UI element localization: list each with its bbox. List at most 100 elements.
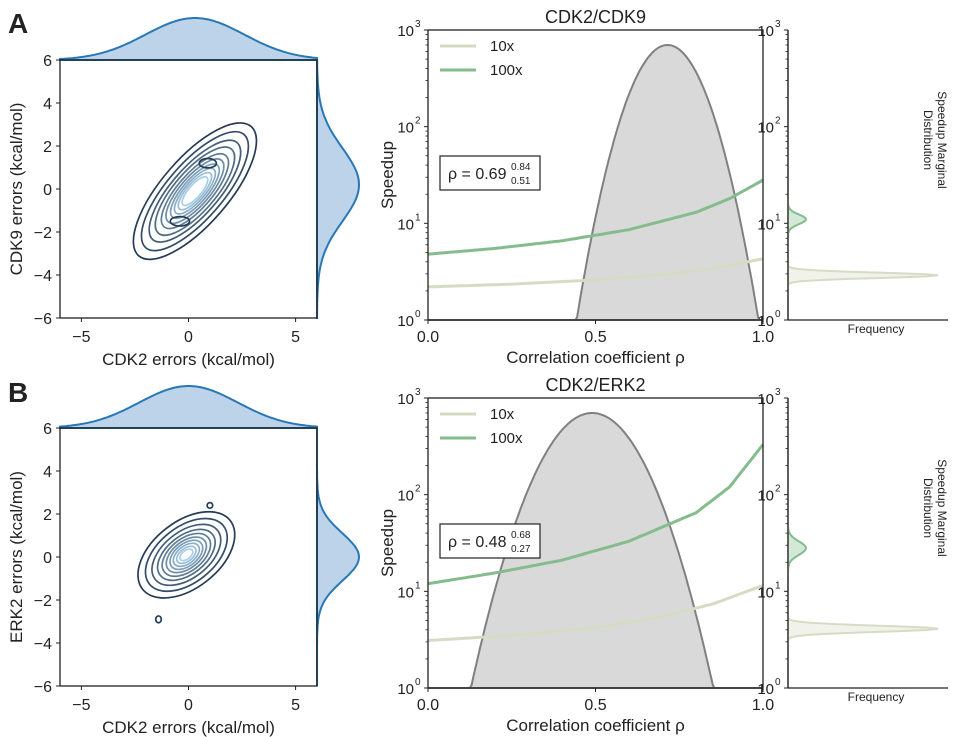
rho-upper-bound: 0.84 — [511, 162, 531, 173]
density-contour — [132, 122, 258, 261]
speedup-x-label: Correlation coefficient ρ — [506, 348, 685, 367]
y-axis-label: CDK9 errors (kcal/mol) — [7, 103, 26, 276]
y-tick-label-base: 10 — [757, 391, 774, 408]
y-tick-label-base: 10 — [757, 681, 774, 698]
x-tick-label: 5 — [291, 697, 300, 714]
marginal-x-label: Frequency — [848, 322, 905, 336]
density-contour-island — [169, 215, 191, 227]
y-tick-label: −6 — [34, 311, 52, 328]
marginal-peak-10x — [787, 398, 939, 688]
density-contour — [160, 153, 230, 230]
density-contour — [165, 158, 225, 225]
x-tick-label: 5 — [291, 329, 300, 346]
y-tick-label-exponent: 0 — [775, 677, 781, 688]
y-tick-label-exponent: 2 — [415, 484, 421, 495]
y-tick-label: 2 — [43, 507, 52, 524]
panel-A: A −5 0 5 −6 −4 −2 0 2 4 6 CDK2 errors (kcal/mol) CDK… — [7, 7, 949, 369]
y-tick-label: 6 — [43, 421, 52, 438]
y-tick-label-exponent: 1 — [775, 580, 781, 591]
density-contour — [144, 517, 229, 593]
y-tick-label-base: 10 — [397, 313, 414, 330]
y-tick-label-exponent: 1 — [415, 212, 421, 223]
rho-value: ρ = 0.69 — [448, 166, 507, 183]
density-contour — [148, 139, 242, 243]
legend-label-10x: 10x — [490, 406, 515, 423]
y-tick-label: 0 — [43, 182, 52, 199]
y-tick-label: −6 — [34, 679, 52, 696]
rho-lower-bound: 0.27 — [511, 544, 531, 555]
y-tick-label-base: 10 — [757, 488, 774, 505]
y-tick-label-exponent: 1 — [775, 212, 781, 223]
x-tick-label: −5 — [72, 697, 90, 714]
y-tick-label-base: 10 — [757, 120, 774, 137]
x-tick-label: 0.5 — [584, 329, 606, 346]
density-contour-island — [206, 501, 214, 510]
y-tick-label-base: 10 — [757, 584, 774, 601]
y-tick-label-base: 10 — [397, 23, 414, 40]
y-tick-label-exponent: 2 — [775, 116, 781, 127]
marginal-y-label-line1: Speedup Marginal — [935, 91, 949, 188]
y-tick-label-base: 10 — [397, 488, 414, 505]
y-tick-label-base: 10 — [397, 584, 414, 601]
y-tick-label: 0 — [43, 550, 52, 567]
y-tick-label-exponent: 0 — [415, 309, 421, 320]
y-tick-label: 4 — [43, 464, 52, 481]
y-tick-label-base: 10 — [757, 23, 774, 40]
y-tick-label: −4 — [34, 636, 52, 653]
x-tick-label: 0.0 — [417, 329, 439, 346]
rho-box — [439, 155, 541, 191]
rho-lower-bound: 0.51 — [511, 176, 531, 187]
density-contour — [169, 163, 221, 220]
y-tick-label-exponent: 2 — [775, 484, 781, 495]
speedup-x-label: Correlation coefficient ρ — [506, 716, 685, 735]
y-tick-label-exponent: 3 — [775, 19, 781, 30]
rho-box — [439, 523, 541, 559]
y-tick-label-base: 10 — [397, 216, 414, 233]
top-marginal-kde — [59, 385, 318, 429]
right-marginal-kde — [316, 59, 361, 319]
x-tick-label: 0.0 — [417, 697, 439, 714]
y-tick-label: 2 — [43, 139, 52, 156]
rho-upper-bound: 0.68 — [511, 530, 531, 541]
density-contour-island — [198, 157, 218, 169]
y-tick-label-exponent: 1 — [415, 580, 421, 591]
density-contour — [172, 542, 201, 568]
speedup-line-10x — [427, 584, 764, 642]
density-contour — [161, 532, 212, 578]
density-contour — [173, 167, 217, 215]
y-tick-label-exponent: 0 — [415, 677, 421, 688]
y-tick-label: 6 — [43, 53, 52, 70]
speedup-title: CDK2/ERK2 — [545, 375, 645, 395]
y-tick-label-exponent: 3 — [775, 387, 781, 398]
density-contour-island — [154, 615, 163, 624]
y-tick-label-exponent: 3 — [415, 19, 421, 30]
marginal-x-label: Frequency — [848, 690, 905, 704]
y-tick-label: −2 — [34, 593, 52, 610]
x-tick-label: −5 — [72, 329, 90, 346]
marginal-y-label-line2: Distribution — [921, 110, 935, 170]
x-axis-label: CDK2 errors (kcal/mol) — [102, 350, 275, 369]
density-contour — [140, 130, 250, 252]
panel-label: A — [8, 8, 28, 39]
speedup-y-label: Speedup — [378, 509, 397, 577]
y-tick-label-base: 10 — [757, 216, 774, 233]
density-contour — [151, 523, 222, 587]
marginal-y-label-line1: Speedup Marginal — [935, 459, 949, 556]
y-tick-label-base: 10 — [397, 391, 414, 408]
right-marginal-kde — [316, 428, 361, 686]
x-tick-label: 0.5 — [584, 697, 606, 714]
x-tick-label: 0 — [184, 697, 193, 714]
y-tick-label-base: 10 — [397, 681, 414, 698]
y-tick-label-base: 10 — [397, 120, 414, 137]
y-tick-label-base: 10 — [757, 313, 774, 330]
y-tick-label-exponent: 2 — [415, 116, 421, 127]
marginal-peak-100x — [787, 398, 808, 688]
density-contour — [175, 545, 197, 565]
speedup-line-10x — [427, 257, 764, 289]
scatter-axes-frame — [59, 427, 318, 687]
legend-label-100x: 100x — [490, 62, 523, 79]
y-tick-label-exponent: 0 — [775, 309, 781, 320]
x-tick-label: 1.0 — [752, 697, 774, 714]
speedup-line-100x — [427, 178, 764, 256]
